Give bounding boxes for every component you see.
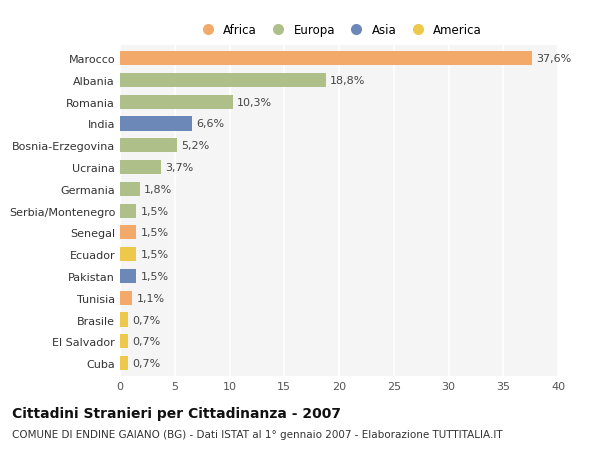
Text: 1,5%: 1,5% <box>141 250 169 260</box>
Text: 1,8%: 1,8% <box>144 185 172 195</box>
Bar <box>120 204 136 218</box>
Bar <box>120 95 233 110</box>
Text: 10,3%: 10,3% <box>237 97 272 107</box>
Text: 5,2%: 5,2% <box>181 141 209 151</box>
Legend: Africa, Europa, Asia, America: Africa, Europa, Asia, America <box>193 20 485 40</box>
Text: 1,5%: 1,5% <box>141 271 169 281</box>
Bar <box>120 139 177 153</box>
Bar <box>120 335 128 349</box>
Text: 1,5%: 1,5% <box>141 228 169 238</box>
Bar <box>120 52 532 66</box>
Text: 18,8%: 18,8% <box>330 76 365 86</box>
Text: 37,6%: 37,6% <box>536 54 571 64</box>
Text: 6,6%: 6,6% <box>197 119 225 129</box>
Text: 0,7%: 0,7% <box>132 358 160 368</box>
Text: 3,7%: 3,7% <box>165 162 193 173</box>
Bar <box>120 182 140 196</box>
Text: 0,7%: 0,7% <box>132 336 160 347</box>
Text: Cittadini Stranieri per Cittadinanza - 2007: Cittadini Stranieri per Cittadinanza - 2… <box>12 406 341 420</box>
Bar <box>120 117 192 131</box>
Bar <box>120 247 136 262</box>
Text: 0,7%: 0,7% <box>132 315 160 325</box>
Bar <box>120 269 136 284</box>
Bar <box>120 291 132 305</box>
Text: COMUNE DI ENDINE GAIANO (BG) - Dati ISTAT al 1° gennaio 2007 - Elaborazione TUTT: COMUNE DI ENDINE GAIANO (BG) - Dati ISTA… <box>12 429 503 439</box>
Text: 1,5%: 1,5% <box>141 206 169 216</box>
Text: 1,1%: 1,1% <box>136 293 164 303</box>
Bar <box>120 73 326 88</box>
Bar <box>120 226 136 240</box>
Bar <box>120 356 128 370</box>
Bar <box>120 313 128 327</box>
Bar <box>120 161 161 175</box>
